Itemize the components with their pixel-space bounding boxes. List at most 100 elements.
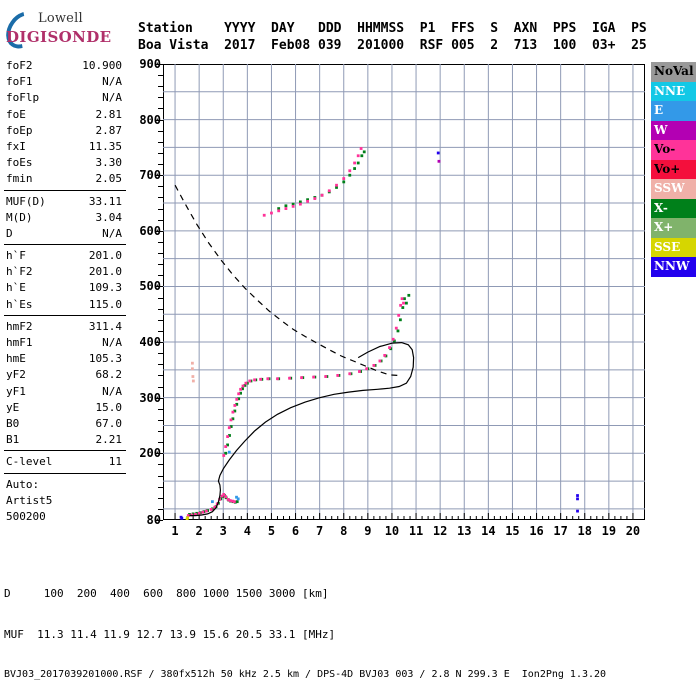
logo-digisonde-text: DIGISONDE bbox=[6, 28, 112, 46]
echo-point bbox=[235, 500, 239, 504]
x-tick-label: 18 bbox=[577, 524, 592, 538]
footer-muf-row: MUF 11.3 11.4 11.9 12.7 13.9 15.6 20.5 3… bbox=[4, 627, 336, 641]
param-auto-line-1: Artist5 bbox=[6, 493, 53, 507]
echo-point bbox=[291, 204, 295, 208]
param-row-clevel: C-level 11 bbox=[4, 454, 126, 470]
param-value: 3.04 bbox=[95, 210, 123, 224]
echo-point bbox=[378, 359, 382, 363]
x-axis-labels: 1 2 3 4 5 6 7 8 9 10 11 12 13 14 15 16 17 18 19 20 bbox=[163, 524, 645, 542]
param-key: yE bbox=[6, 400, 20, 414]
echo-point bbox=[402, 301, 405, 305]
legend-item-nnw[interactable]: NNW bbox=[651, 257, 696, 277]
echo-point bbox=[356, 154, 360, 158]
station-header: Station YYYY DAY DDD HHMMSS P1 FFS S AXN… bbox=[138, 20, 647, 54]
echo-point bbox=[213, 505, 217, 509]
param-row-fof2: foF2 10.900 bbox=[4, 58, 126, 74]
param-value: 201.0 bbox=[88, 265, 122, 279]
param-auto-line-2: 500200 bbox=[6, 509, 46, 523]
echo-point bbox=[220, 494, 224, 498]
param-row-foep: foEp 2.87 bbox=[4, 123, 126, 139]
y-minor-tick bbox=[158, 431, 163, 433]
param-row-he: h`E 109.3 bbox=[4, 280, 126, 296]
echo-point bbox=[277, 209, 281, 213]
echo-point bbox=[228, 434, 231, 437]
param-value: 67.0 bbox=[95, 416, 123, 430]
echo-point bbox=[298, 202, 302, 206]
legend-item-w[interactable]: W bbox=[651, 120, 696, 140]
legend-item-label: E bbox=[654, 103, 664, 117]
y-minor-tick bbox=[158, 275, 163, 277]
param-row-mufd: MUF(D) 33.11 bbox=[4, 194, 126, 210]
echo-point bbox=[253, 378, 256, 382]
echo-point bbox=[237, 392, 241, 396]
legend-item-nne[interactable]: NNE bbox=[651, 81, 696, 101]
y-major-tick bbox=[155, 119, 163, 121]
echo-point bbox=[233, 409, 237, 413]
param-value: 11 bbox=[108, 455, 122, 469]
echo-point bbox=[235, 402, 239, 406]
param-key: yF2 bbox=[6, 368, 26, 382]
echo-point bbox=[576, 509, 579, 513]
echo-point bbox=[358, 370, 361, 373]
y-major-tick bbox=[155, 342, 163, 344]
y-minor-tick bbox=[158, 141, 163, 143]
y-tick-label: 300 bbox=[139, 390, 161, 405]
y-axis-labels: 900 800 700 600 500 400 300 200 80 bbox=[125, 57, 161, 527]
param-key: foEp bbox=[6, 123, 33, 137]
param-value: 2.05 bbox=[95, 172, 123, 186]
x-tick-label: 20 bbox=[625, 524, 641, 538]
echo-point bbox=[394, 326, 398, 330]
data-series-sse bbox=[185, 516, 189, 520]
echo-point bbox=[336, 374, 340, 377]
true-height-profile-curve bbox=[189, 341, 415, 517]
ionogram-parameter-panel: foF2 10.900 foF1 N/A foFlp N/A foE 2.81 foEp 2.87… bbox=[4, 58, 126, 525]
param-value: 115.0 bbox=[88, 297, 122, 311]
echo-point bbox=[392, 339, 396, 343]
echo-point bbox=[201, 510, 205, 514]
param-row-fmin: fmin 2.05 bbox=[4, 171, 126, 187]
echo-point bbox=[226, 443, 229, 447]
data-series-e bbox=[211, 450, 240, 504]
y-minor-tick bbox=[158, 208, 163, 210]
legend-item-e[interactable]: E bbox=[651, 101, 696, 121]
legend-item-x[interactable]: X- bbox=[651, 198, 696, 218]
param-row-hmf2: hmF2 311.4 bbox=[4, 319, 126, 335]
echo-point bbox=[320, 193, 324, 197]
legend-item-noval[interactable]: NoVal bbox=[651, 62, 696, 82]
param-key: hmF1 bbox=[6, 336, 33, 349]
legend-item-sse[interactable]: SSE bbox=[651, 237, 696, 257]
param-key: h`E bbox=[6, 281, 26, 295]
echo-point bbox=[191, 375, 195, 378]
legend-item-vo[interactable]: Vo- bbox=[651, 140, 696, 160]
param-value: N/A bbox=[102, 336, 122, 349]
echo-point bbox=[576, 497, 579, 501]
param-row-hf2: h`F2 201.0 bbox=[4, 264, 126, 280]
param-value: N/A bbox=[102, 75, 122, 89]
echo-point bbox=[239, 387, 243, 391]
x-tick-label: 1 bbox=[171, 524, 179, 538]
y-minor-tick bbox=[158, 152, 163, 154]
param-value: N/A bbox=[102, 384, 122, 398]
echo-point bbox=[348, 173, 352, 177]
param-row-yf2: yF2 68.2 bbox=[4, 367, 126, 383]
data-series-nnw bbox=[179, 151, 579, 520]
echo-point bbox=[277, 207, 281, 210]
legend-item-x[interactable]: X+ bbox=[651, 218, 696, 238]
legend-item-vo[interactable]: Vo+ bbox=[651, 159, 696, 179]
echo-point bbox=[397, 313, 401, 317]
plot-frame bbox=[163, 64, 645, 520]
x-tick-label: 10 bbox=[384, 524, 400, 538]
echo-point bbox=[231, 499, 234, 503]
param-key: foEs bbox=[6, 156, 33, 170]
param-row-foflp: foFlp N/A bbox=[4, 90, 126, 106]
echo-point bbox=[436, 151, 440, 155]
param-key: fmin bbox=[6, 172, 33, 186]
logo-lowell-text: Lowell bbox=[38, 11, 83, 26]
param-row-fxi: fxI 11.35 bbox=[4, 139, 126, 155]
y-minor-tick bbox=[158, 186, 163, 188]
x-tick-label: 13 bbox=[457, 524, 472, 538]
echo-point bbox=[235, 397, 239, 401]
echo-point bbox=[401, 306, 405, 309]
legend-item-ssw[interactable]: SSW bbox=[651, 179, 696, 199]
y-minor-tick bbox=[158, 353, 163, 355]
